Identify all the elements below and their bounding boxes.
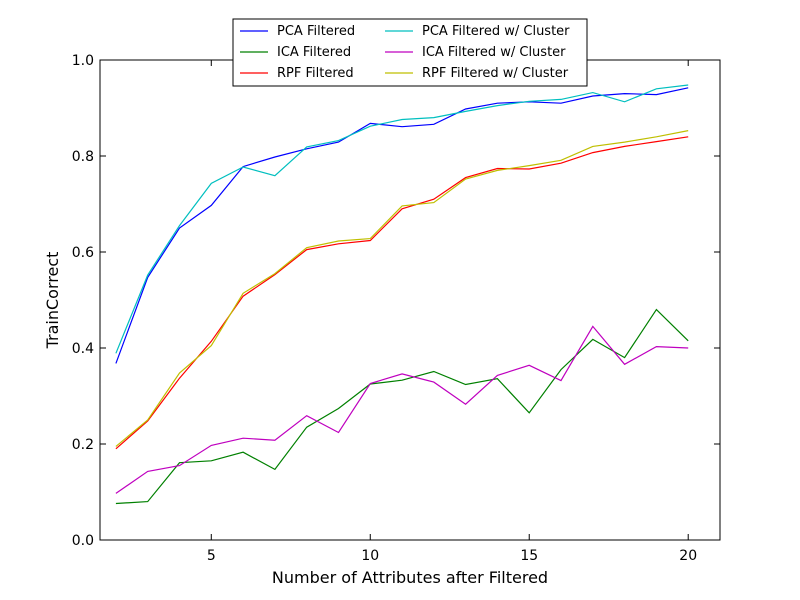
legend-label: RPF Filtered (277, 66, 354, 81)
y-tick-label: 0.6 (72, 245, 94, 261)
legend-label: RPF Filtered w/ Cluster (422, 66, 569, 81)
y-tick-label: 0.2 (72, 437, 94, 453)
x-axis-label: Number of Attributes after Filtered (272, 568, 548, 587)
y-tick-label: 1.0 (72, 53, 94, 69)
x-tick-label: 20 (679, 548, 697, 564)
series-line-2 (115, 308, 689, 505)
series-line-5 (115, 325, 689, 494)
x-tick-label: 10 (361, 548, 379, 564)
series-line-4 (115, 84, 689, 354)
tick-layer: 5 10 15 20 0.0 0.2 0.4 0.6 0.8 1.0 (72, 53, 720, 564)
x-tick-label: 5 (207, 548, 216, 564)
legend-label: PCA Filtered (277, 24, 355, 39)
y-tick-label: 0.8 (72, 149, 94, 165)
series-line-6 (115, 130, 689, 447)
y-axis-label: TrainCorrect (43, 252, 62, 350)
legend-label: PCA Filtered w/ Cluster (422, 24, 570, 39)
series-line-1 (115, 87, 689, 364)
series-line-3 (115, 136, 689, 450)
legend: PCA Filtered ICA Filtered RPF Filtered PCA … (232, 18, 588, 87)
series-layer (115, 84, 689, 505)
legend-label: ICA Filtered (277, 45, 351, 60)
x-tick-label: 15 (520, 548, 538, 564)
legend-label: ICA Filtered w/ Cluster (422, 45, 566, 60)
y-tick-label: 0.0 (72, 533, 94, 549)
y-tick-label: 0.4 (72, 341, 94, 357)
